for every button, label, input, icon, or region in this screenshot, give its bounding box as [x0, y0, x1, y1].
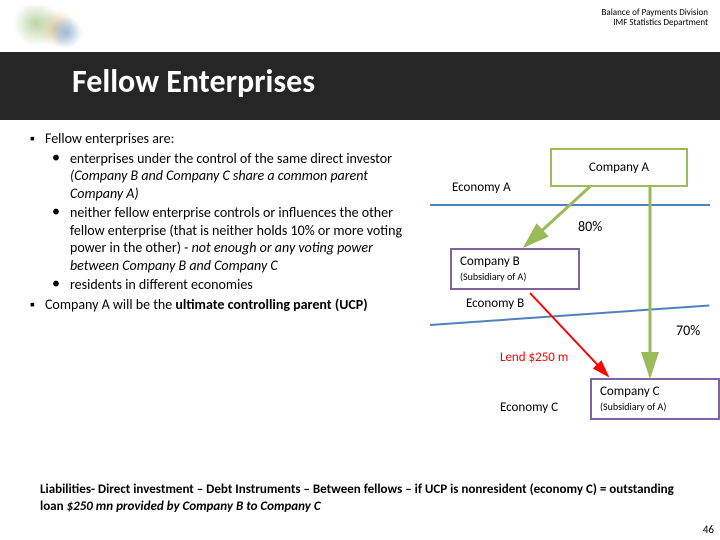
bullet-intro: ▪ Fellow enterprises are:: [30, 130, 420, 148]
pct-70-label: 70%: [676, 322, 700, 339]
bullet-ucp: ▪ Company A will be the ultimate control…: [30, 296, 420, 314]
dot-bullet-icon: •: [52, 276, 60, 294]
bullet-2: • neither fellow enterprise controls or …: [30, 204, 420, 274]
square-bullet-icon: ▪: [30, 130, 35, 148]
page-title: Fellow Enterprises: [72, 62, 315, 101]
ownership-diagram: Company A Economy A 80% Company B (Subsi…: [430, 138, 720, 458]
pct-80-label: 80%: [578, 218, 602, 235]
header-org: Balance of Payments Division IMF Statist…: [601, 8, 708, 28]
economy-b-label: Economy B: [466, 296, 524, 311]
bullet-3-text: residents in different economies: [70, 276, 253, 294]
intro-text: Fellow enterprises are:: [45, 130, 174, 148]
ucp-text: Company A will be the ultimate controlli…: [45, 296, 368, 314]
company-c-box: Company C (Subsidiary of A): [590, 378, 720, 420]
square-bullet-icon: ▪: [30, 296, 35, 314]
bullet-1-text: enterprises under the control of the sam…: [70, 150, 420, 203]
header-line2: IMF Statistics Department: [601, 18, 708, 28]
decorative-logo: [6, 6, 106, 50]
bullet-1: • enterprises under the control of the s…: [30, 150, 420, 203]
bullet-2-text: neither fellow enterprise controls or in…: [70, 204, 420, 274]
slide-number: 46: [703, 523, 714, 536]
dot-bullet-icon: •: [52, 150, 60, 203]
bullet-3: • residents in different economies: [30, 276, 420, 294]
company-b-box: Company B (Subsidiary of A): [450, 248, 580, 290]
dot-bullet-icon: •: [52, 204, 60, 274]
footer-note: Liabilities- Direct investment – Debt In…: [40, 482, 700, 516]
content-body: ▪ Fellow enterprises are: • enterprises …: [30, 130, 420, 315]
lend-label: Lend $250 m: [500, 350, 568, 365]
arrow-a-to-b: [525, 182, 595, 246]
economy-a-label: Economy A: [452, 180, 511, 195]
company-a-box: Company A: [550, 148, 688, 187]
economy-c-label: Economy C: [500, 400, 558, 415]
